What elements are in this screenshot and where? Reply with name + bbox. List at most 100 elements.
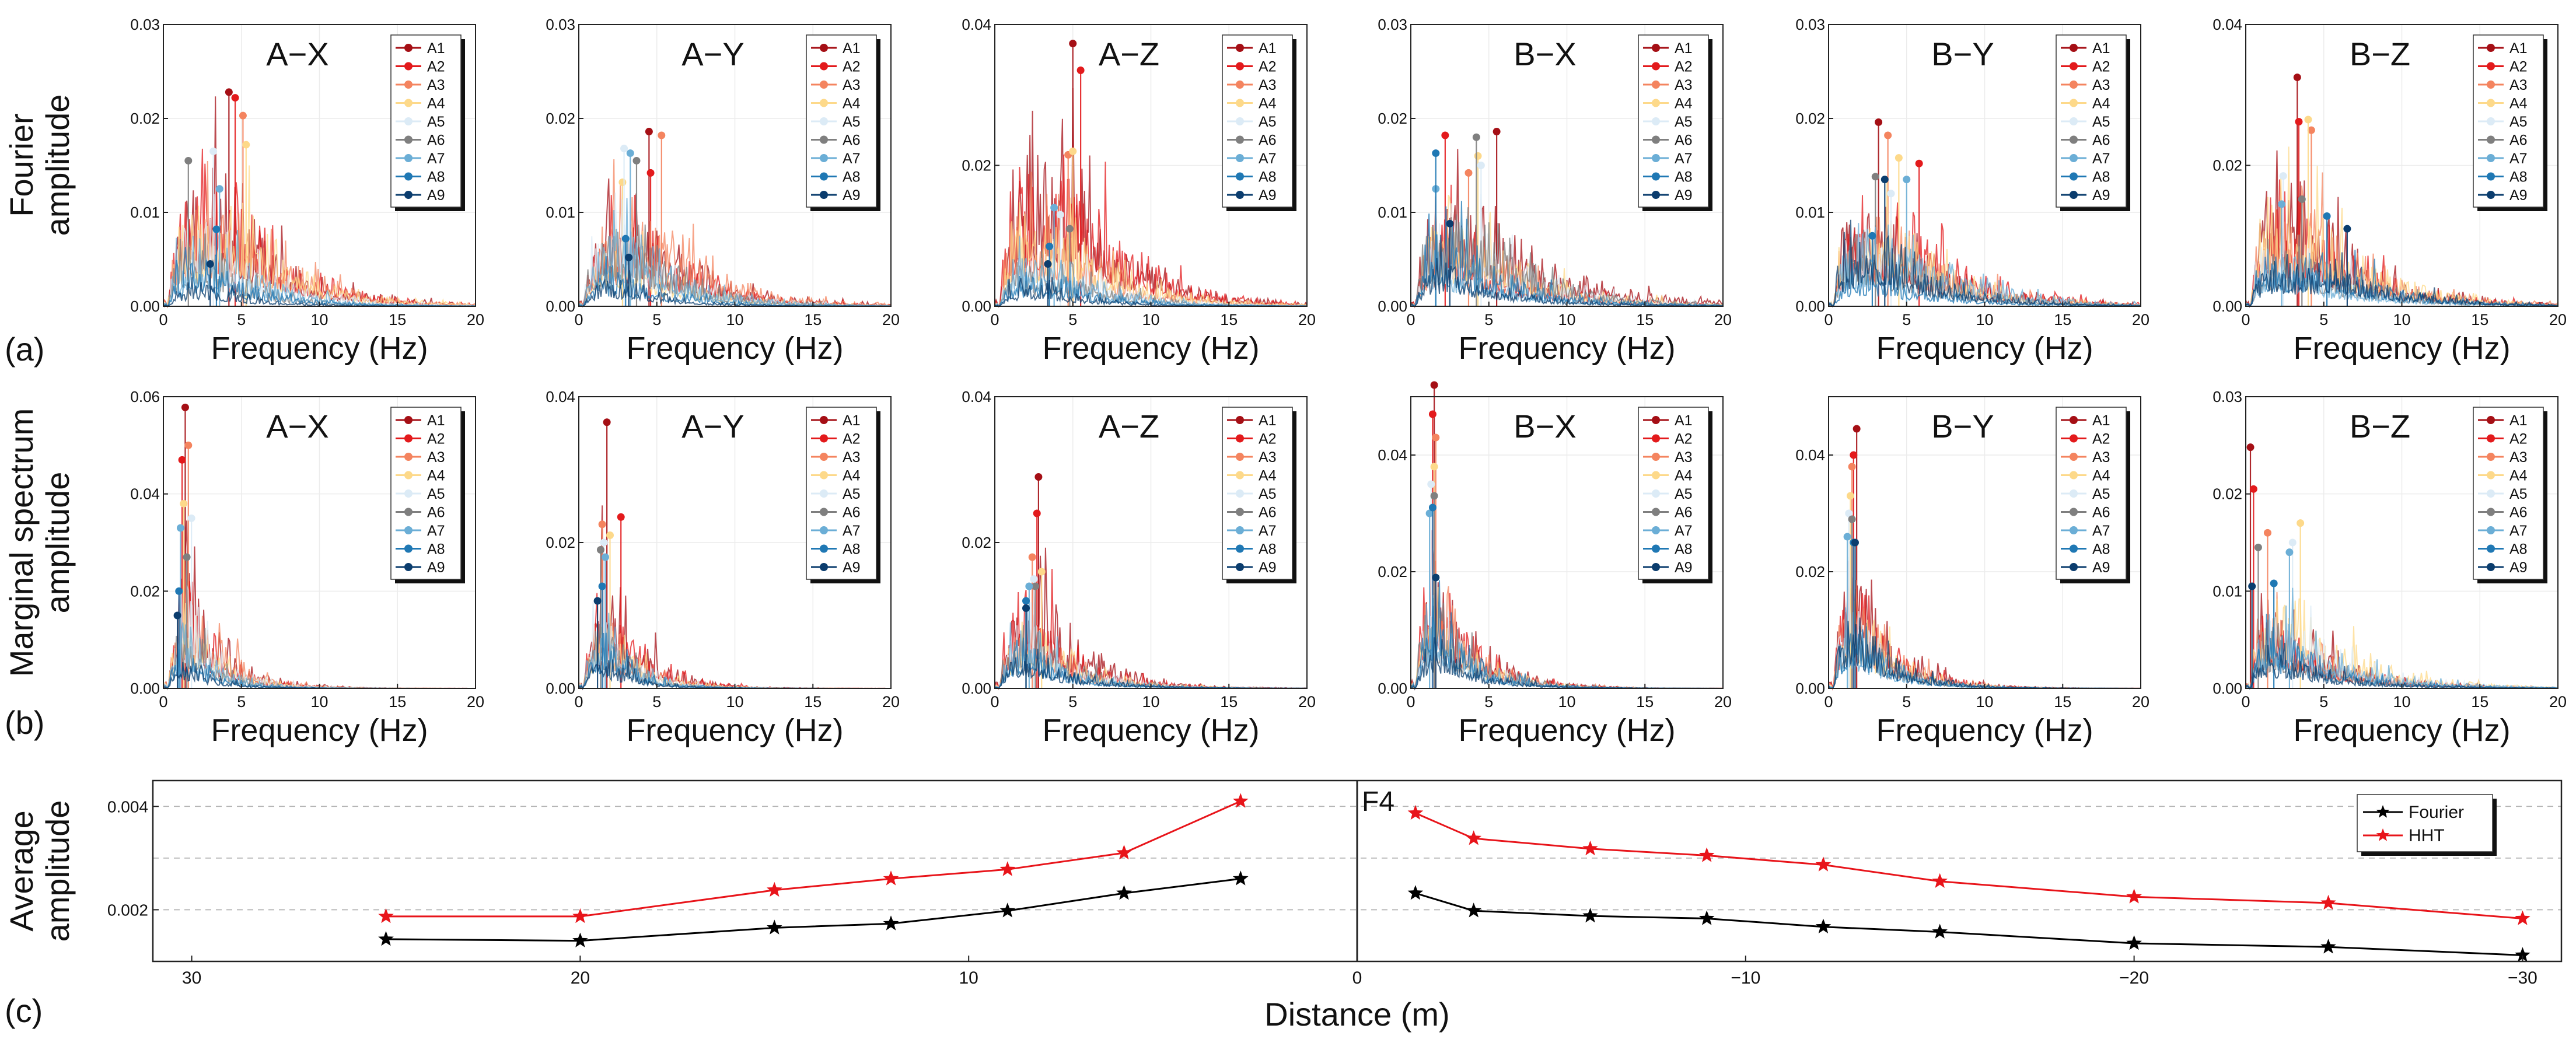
tick-label-x: 5 [1484,693,1493,711]
peak-marker-A6 [596,546,604,554]
tick-label-y: 0.02 [2213,157,2242,174]
legend-marker-A4 [2487,99,2495,107]
legend-marker-A3 [404,81,413,89]
tick-label-x: 0 [2241,311,2250,328]
chart-title: B−Y [1931,408,1994,445]
legend-label-A2: A2 [2509,59,2528,75]
legend-marker-A8 [404,172,413,181]
tick-label-y: 0.00 [2213,680,2242,697]
legend-marker-A7 [2487,154,2495,162]
legend-marker-A3 [2070,453,2078,461]
legend-label-A4: A4 [843,468,861,484]
legend-label-A3: A3 [843,449,861,466]
tick-label-x: 0 [1352,968,1362,988]
peak-marker-A4 [1069,147,1077,155]
peak-marker-A1 [1069,40,1077,48]
legend-marker-A2 [2487,62,2495,71]
tick-label-y: 0.02 [546,110,575,127]
tick-label-x: 0 [990,693,999,711]
tick-label-y: 0.06 [130,388,160,405]
chart-title: B−X [1514,36,1576,72]
legend-marker-A1 [820,416,828,424]
legend-marker-A4 [404,99,413,107]
legend-label-A2: A2 [843,431,861,447]
tick-label-x: 0 [574,311,583,328]
legend-marker-A2 [1652,434,1660,443]
legend-marker-A8 [1652,544,1660,553]
legend-marker-A4 [404,471,413,480]
peak-marker-A9 [1022,604,1030,612]
tick-label-x: 20 [882,311,900,328]
legend-label-A2: A2 [2092,431,2110,447]
data-point-fourier [2126,935,2142,950]
legend-marker-A9 [820,563,828,571]
legend-marker-A2 [1236,434,1244,443]
legend-marker-A3 [1652,81,1660,89]
peak-marker-A2 [1850,451,1858,459]
peak-marker-A6 [2254,543,2262,551]
data-point-hht [1466,830,1482,845]
tick-label-y: 0.03 [546,16,575,33]
data-point-hht [999,861,1016,876]
x-axis-label: Frequency (Hz) [1876,713,2093,748]
legend-label-A9: A9 [2509,559,2528,576]
tick-label-x: 20 [1714,311,1732,328]
legend-label-A6: A6 [1259,505,1277,521]
data-point-fourier [883,915,899,930]
tick-label-y: 0.04 [130,485,160,503]
legend-label-A2: A2 [2509,431,2528,447]
peak-marker-A6 [1848,515,1856,523]
legend-marker-A6 [1652,508,1660,516]
peak-marker-A8 [212,225,221,233]
peak-marker-A7 [2278,200,2286,208]
peak-marker-A8 [1046,242,1054,250]
legend-marker-A8 [1236,172,1244,181]
legend-label-A8: A8 [843,169,861,186]
tick-label-x: 15 [1220,311,1238,328]
peak-marker-A3 [184,441,193,449]
tick-label-y: 0.004 [107,797,148,816]
peak-marker-A1 [2293,74,2301,82]
peak-marker-A8 [175,587,183,595]
legend-marker-A7 [2070,154,2078,162]
peak-marker-A2 [178,456,186,464]
peak-marker-A1 [1853,425,1861,433]
tick-label-x: 10 [310,693,328,711]
tick-label-x: 0 [1824,311,1833,328]
tick-label-x: 30 [182,968,201,988]
tick-label-x: 5 [1902,311,1911,328]
x-axis-label: Frequency (Hz) [1042,331,1259,366]
x-axis-label: Frequency (Hz) [626,713,843,748]
data-point-hht [1116,845,1132,860]
legend-marker-A7 [1236,154,1244,162]
legend-marker-A5 [1236,117,1244,125]
peak-marker-A2 [2295,118,2303,126]
x-axis-label: Frequency (Hz) [2293,713,2510,748]
tick-label-x: 20 [571,968,590,988]
tick-label-x: 0 [1406,311,1415,328]
peak-marker-A7 [1425,509,1434,517]
x-axis-label: Frequency (Hz) [211,713,428,748]
legend-label-A1: A1 [1259,412,1277,429]
legend-marker-A5 [820,117,828,125]
peak-marker-A2 [231,94,239,102]
legend-label-A7: A7 [1259,523,1277,539]
peak-marker-A4 [618,178,627,186]
tick-label-y: 0.02 [1795,110,1825,127]
legend-marker-A4 [2070,99,2078,107]
peak-marker-A5 [2279,172,2287,180]
legend-marker-A2 [1652,62,1660,71]
series-line-A9 [2245,252,2558,307]
data-point-fourier [1232,870,1249,886]
tick-label-x: 20 [2549,693,2567,711]
legend-label-A9: A9 [2092,187,2110,204]
legend-label-A6: A6 [2092,505,2110,521]
tick-label-y: 0.00 [546,298,575,315]
series-line-A9 [1828,219,2141,307]
data-point-hht [1932,873,1948,888]
legend-label-A7: A7 [843,523,861,539]
peak-marker-A2 [1441,131,1449,139]
legend-marker-A3 [1236,453,1244,461]
legend-label-A7: A7 [2509,151,2528,167]
